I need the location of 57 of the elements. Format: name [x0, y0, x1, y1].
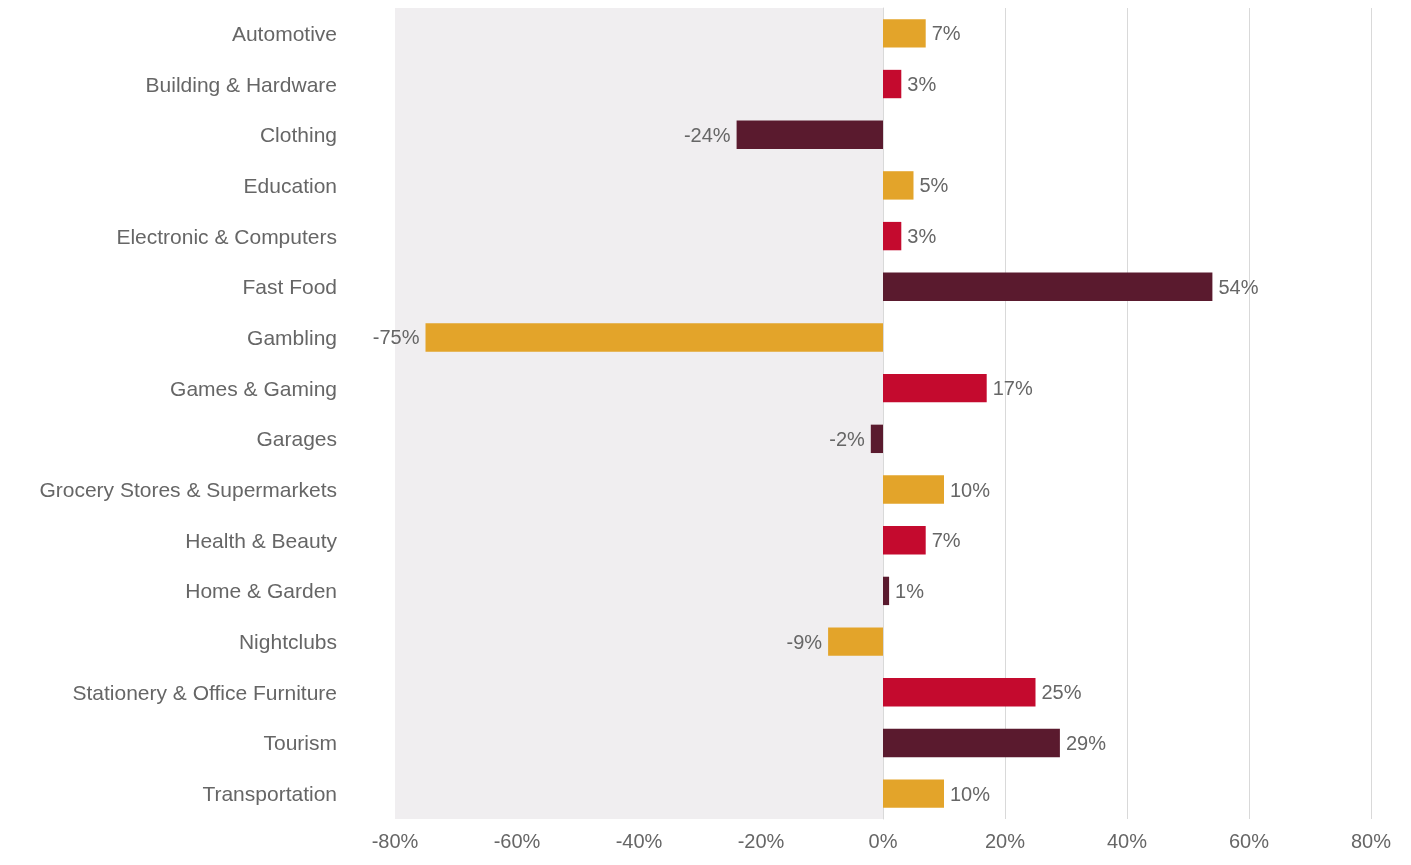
- y-tick-label: Tourism: [263, 731, 337, 755]
- y-tick-label: Home & Garden: [185, 579, 337, 603]
- bar: [883, 576, 890, 606]
- x-tick-label: 20%: [984, 830, 1026, 852]
- x-tick-label: -20%: [737, 830, 785, 852]
- y-tick-label: Automotive: [231, 21, 337, 45]
- bar: [883, 19, 926, 48]
- bar: [883, 69, 902, 99]
- y-tick-label: Electronic & Computers: [116, 224, 337, 248]
- y-tick-label: Gambling: [247, 325, 337, 349]
- data-label: -75%: [372, 326, 420, 349]
- data-label: 17%: [992, 377, 1033, 400]
- data-label: 3%: [907, 73, 937, 96]
- x-tick-label: -40%: [615, 830, 663, 852]
- y-tick-label: Grocery Stores & Supermarkets: [39, 478, 337, 502]
- bar: [870, 424, 883, 454]
- data-label: 3%: [907, 225, 937, 248]
- bar: [883, 526, 926, 555]
- bar: [736, 120, 883, 149]
- data-label: 7%: [931, 529, 961, 552]
- x-tick-label: -80%: [371, 830, 419, 852]
- data-label: 29%: [1065, 731, 1107, 754]
- bar: [883, 779, 944, 808]
- bar: [883, 475, 944, 504]
- data-label: 54%: [1218, 275, 1259, 298]
- y-tick-label: Transportation: [202, 782, 337, 806]
- x-tick-label: 40%: [1106, 830, 1148, 852]
- y-tick-label: Health & Beauty: [185, 528, 338, 552]
- data-label: -2%: [829, 427, 866, 450]
- bar: [425, 323, 883, 352]
- bar: [883, 171, 914, 200]
- data-label: -24%: [683, 123, 731, 146]
- y-tick-label: Fast Food: [242, 275, 337, 299]
- bar: [883, 373, 987, 403]
- data-label: 10%: [950, 478, 991, 501]
- data-label: -9%: [786, 630, 823, 653]
- y-tick-label: Education: [243, 173, 337, 197]
- x-tick-label: 0%: [868, 830, 898, 852]
- bar: [883, 728, 1060, 758]
- y-tick-label: Games & Gaming: [170, 376, 337, 400]
- bar: [883, 221, 902, 251]
- y-tick-label: Garages: [256, 427, 337, 451]
- data-label: 5%: [919, 174, 949, 197]
- y-tick-label: Nightclubs: [238, 630, 337, 654]
- x-tick-label: -60%: [493, 830, 541, 852]
- data-label: 25%: [1041, 681, 1082, 704]
- bar: [828, 627, 883, 656]
- y-tick-label: Clothing: [259, 123, 337, 147]
- data-label: 1%: [895, 579, 925, 602]
- bar: [883, 272, 1213, 301]
- data-label: 7%: [931, 22, 961, 45]
- x-tick-label: 80%: [1350, 830, 1392, 852]
- bar: [883, 678, 1036, 707]
- y-tick-label: Building & Hardware: [145, 72, 337, 96]
- x-tick-label: 60%: [1228, 830, 1270, 852]
- data-label: 10%: [950, 782, 991, 805]
- y-tick-label: Stationery & Office Furniture: [72, 680, 337, 704]
